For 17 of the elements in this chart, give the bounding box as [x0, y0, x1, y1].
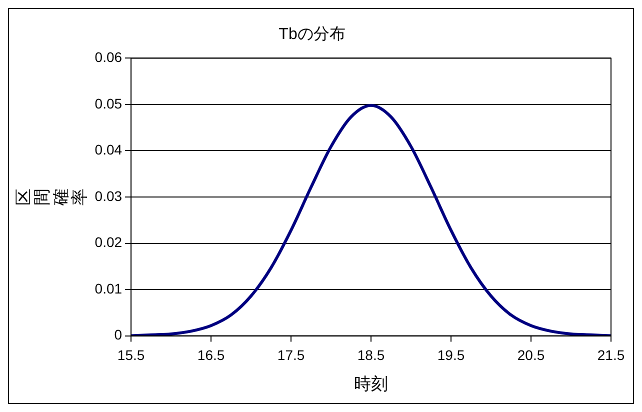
- y-tick-label: 0.05: [94, 95, 122, 112]
- x-axis-title: 時刻: [354, 374, 388, 394]
- y-tick-label: 0: [114, 326, 122, 343]
- x-tick-label: 18.5: [357, 347, 385, 364]
- y-tick-label: 0.01: [94, 280, 122, 296]
- x-tick-label: 15.5: [117, 347, 145, 364]
- x-tick-label: 16.5: [197, 347, 225, 364]
- y-axis-title: 区間確率: [14, 188, 90, 206]
- chart-title: Tbの分布: [278, 26, 346, 44]
- y-tick-label: 0.06: [94, 49, 122, 66]
- x-tick-label: 20.5: [517, 347, 545, 364]
- y-tick-label: 0.02: [94, 234, 122, 250]
- x-tick-label: 19.5: [437, 347, 465, 364]
- x-tick-label: 21.5: [597, 347, 625, 364]
- x-tick-label: 17.5: [277, 347, 305, 364]
- y-tick-label: 0.04: [94, 142, 122, 158]
- y-tick-label: 0.03: [94, 188, 122, 204]
